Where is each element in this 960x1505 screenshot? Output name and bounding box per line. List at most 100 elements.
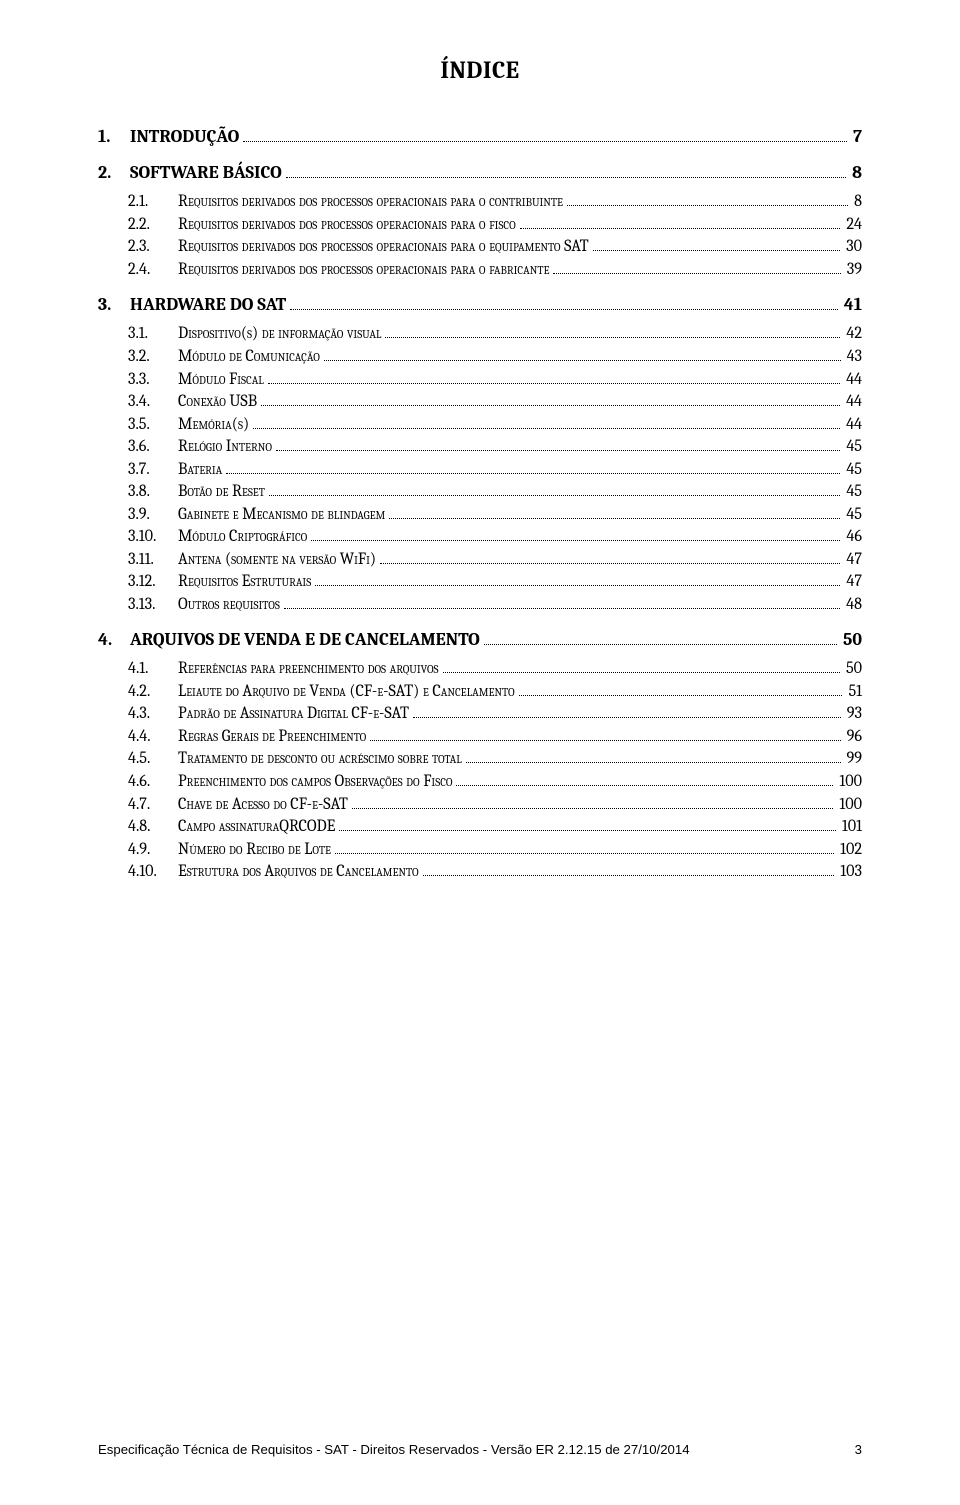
toc-leader-dots [324,349,841,361]
toc-leader-dots [380,551,840,563]
toc-entry-page: 51 [846,684,862,700]
toc-leader-dots [315,574,840,586]
toc-leader-dots [385,326,840,338]
toc-entry: 3.10.Módulo Criptográfico46 [98,529,862,546]
toc-entry: 3.7.Bateria45 [98,461,862,478]
toc-leader-dots [567,194,848,206]
toc-entry-page: 50 [844,661,862,677]
toc-entry-page: 8 [850,164,862,182]
toc-entry-page: 100 [837,797,862,813]
toc-entry: 3.4.Conexão USB44 [98,394,862,411]
toc-leader-dots [253,416,840,428]
toc-entry: 2.1.Requisitos derivados dos processos o… [98,194,862,211]
toc-entry: 4.ARQUIVOS DE VENDA E DE CANCELAMENTO50 [98,631,862,649]
toc-entry-number: 3.5. [128,417,178,433]
toc-leader-dots [286,164,846,178]
toc-entry-number: 1. [98,128,130,146]
page-title: ÍNDICE [98,56,862,84]
toc-entry: 3.12.Requisitos Estruturais 47 [98,574,862,591]
toc-entry-page: 45 [844,484,862,500]
toc-entry: 4.2.Leiaute do Arquivo de Venda (CF-e-SA… [98,684,862,701]
toc-entry-label: Módulo de Comunicação [178,349,320,365]
toc-leader-dots [226,461,840,473]
toc-entry-number: 3.3. [128,372,178,388]
toc-entry-number: 2.2. [128,217,178,233]
toc-leader-dots [261,394,840,406]
toc-entry-page: 45 [844,462,862,478]
toc-entry-label: Referências para preenchimento dos arqui… [178,661,439,677]
toc-entry-number: 2.4. [128,262,178,278]
toc-entry-page: 101 [840,819,862,835]
toc-leader-dots [520,217,841,229]
toc-entry-page: 48 [844,597,862,613]
toc-entry: 2.2.Requisitos derivados dos processos o… [98,217,862,234]
toc-entry-label: Padrão de Assinatura Digital CF-e-SAT [178,706,409,722]
toc-leader-dots [456,774,833,786]
toc-entry: 4.8.Campo assinaturaQRCODE101 [98,819,862,836]
toc-leader-dots [339,819,836,831]
toc-entry-number: 3.13. [128,597,178,613]
toc-leader-dots [370,729,840,741]
toc-entry-page: 102 [838,842,862,858]
toc-entry-label: Memória(s) [178,417,249,433]
toc-leader-dots [519,684,843,696]
toc-entry-page: 7 [851,128,862,146]
toc-entry-number: 3.12. [128,574,178,590]
toc-entry: 4.5.Tratamento de desconto ou acréscimo … [98,751,862,768]
toc-entry-number: 3.4. [128,394,178,410]
toc-leader-dots [335,841,834,853]
toc-entry: 4.7.Chave de Acesso do CF-e-SAT100 [98,796,862,813]
toc-entry-number: 3.10. [128,529,178,545]
toc-entry: 3.11.Antena (somente na versão WiFi)47 [98,551,862,568]
toc-entry-number: 2. [98,164,130,182]
toc-entry-number: 3.1. [128,326,178,342]
toc-leader-dots [389,506,840,518]
table-of-contents: 1.INTRODUÇÃO 7 2.SOFTWARE BÁSICO 8 2.1.Requi… [98,128,862,880]
toc-entry: 3.1.Dispositivo(s) de informação visual4… [98,326,862,343]
toc-entry-page: 42 [844,326,862,342]
toc-leader-dots [268,371,840,383]
toc-entry-label: INTRODUÇÃO [130,128,239,146]
toc-entry-label: Relógio Interno [178,439,272,455]
toc-leader-dots [484,631,837,645]
toc-entry-page: 47 [844,574,862,590]
toc-entry-number: 3. [98,296,130,314]
toc-entry-label: Leiaute do Arquivo de Venda (CF-e-SAT) e… [178,684,515,700]
toc-entry-number: 4.5. [128,751,178,767]
toc-leader-dots [284,597,840,609]
toc-entry-page: 43 [845,349,862,365]
toc-entry: 4.6.Preenchimento dos campos Observações… [98,774,862,791]
toc-entry-label: Regras Gerais de Preenchimento [178,729,366,745]
footer-text: Especificação Técnica de Requisitos - SA… [98,1442,690,1457]
toc-entry-label: Chave de Acesso do CF-e-SAT [178,797,348,813]
toc-entry-number: 3.6. [128,439,178,455]
toc-entry: 2.3.Requisitos derivados dos processos o… [98,239,862,256]
toc-entry-label: Outros requisitos [178,597,280,613]
toc-entry-number: 4.8. [128,819,178,835]
toc-entry-page: 50 [841,631,862,649]
toc-entry-page: 93 [845,706,862,722]
toc-entry-number: 4.4. [128,729,178,745]
toc-entry-number: 4.1. [128,661,178,677]
toc-entry: 4.10.Estrutura dos Arquivos de Cancelame… [98,864,862,881]
toc-entry-label: Botão de Reset [178,484,265,500]
toc-leader-dots [290,297,838,311]
toc-entry-page: 99 [845,751,862,767]
toc-leader-dots [443,661,840,673]
toc-leader-dots [593,239,840,251]
toc-entry-label: Requisitos derivados dos processos opera… [178,194,563,210]
toc-leader-dots [553,262,840,274]
toc-entry-label: Requisitos Estruturais [178,574,311,590]
toc-entry: 3.5.Memória(s) 44 [98,416,862,433]
toc-entry: 3.8.Botão de Reset 45 [98,484,862,501]
toc-entry-number: 3.8. [128,484,178,500]
toc-entry: 4.4.Regras Gerais de Preenchimento96 [98,729,862,746]
page-footer: Especificação Técnica de Requisitos - SA… [98,1442,862,1457]
toc-entry-page: 44 [844,417,862,433]
toc-entry-label: Bateria [178,462,222,478]
toc-entry-label: Requisitos derivados dos processos opera… [178,262,549,278]
toc-entry-label: Requisitos derivados dos processos opera… [178,217,516,233]
toc-entry-page: 39 [845,262,862,278]
toc-leader-dots [352,796,833,808]
toc-entry-label: SOFTWARE BÁSICO [130,164,282,182]
